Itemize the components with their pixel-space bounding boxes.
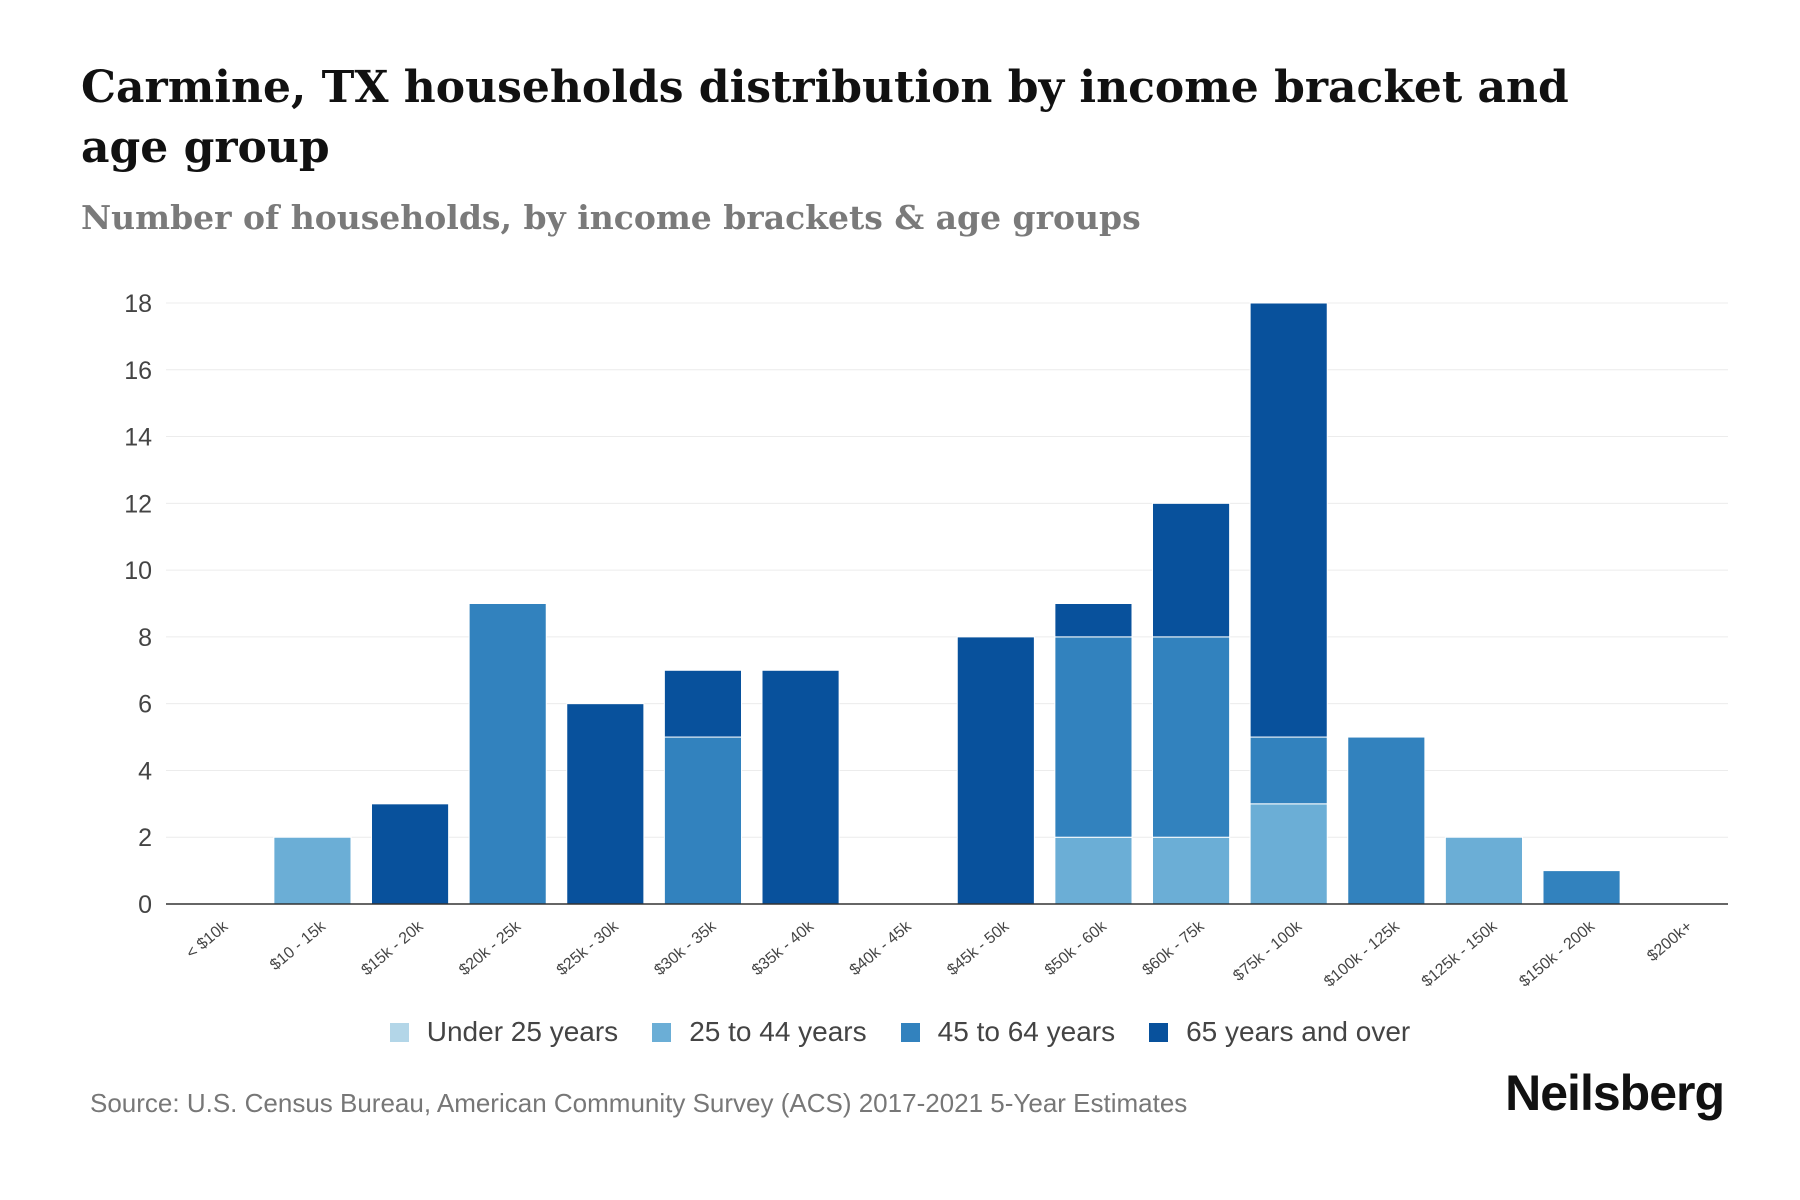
y-tick-label: 12 (124, 490, 152, 518)
legend-swatch-under-25 (389, 1022, 409, 1042)
legend-label-25-to-44: 25 to 44 years (689, 1016, 867, 1047)
legend-swatch-25-to-44 (652, 1022, 672, 1042)
bar-segment[interactable] (1249, 803, 1328, 905)
bar-segment[interactable] (468, 603, 547, 905)
y-tick-label: 16 (124, 357, 152, 385)
y-tick-label: 2 (138, 824, 152, 852)
x-tick-label: $200k+ (1644, 918, 1695, 965)
legend-item-under-25[interactable]: Under 25 years (389, 1016, 619, 1048)
x-tick-label: $35k - 40k (749, 917, 818, 979)
bar-segment[interactable] (1152, 836, 1231, 905)
bar-segment[interactable] (1054, 836, 1133, 905)
bar-segment[interactable] (371, 803, 450, 905)
legend-swatch-45-to-64 (900, 1022, 920, 1042)
bar-segment[interactable] (1249, 302, 1328, 738)
bar-segment[interactable] (1444, 836, 1523, 905)
legend-label-65-and-over: 65 years and over (1186, 1016, 1411, 1047)
bar-segment[interactable] (566, 703, 645, 905)
bar-segment[interactable] (1347, 736, 1426, 905)
y-tick-label: 6 (138, 691, 152, 719)
legend-item-45-to-64[interactable]: 45 to 64 years (900, 1016, 1116, 1048)
bar-segment[interactable] (1249, 736, 1328, 805)
bar-segment[interactable] (761, 669, 840, 905)
legend-item-65-and-over[interactable]: 65 years and over (1149, 1016, 1410, 1048)
x-tick-label: $75k - 100k (1230, 917, 1306, 984)
x-tick-label: $30k - 35k (651, 917, 720, 979)
bar-layer (273, 302, 1621, 905)
y-tick-label: 0 (138, 891, 152, 919)
bar-segment[interactable] (663, 669, 742, 738)
x-tick-label: $40k - 45k (847, 917, 916, 979)
x-tick-label: $150k - 200k (1516, 917, 1599, 990)
y-tick-label: 4 (138, 757, 152, 785)
bar-segment[interactable] (1054, 603, 1133, 638)
x-tick-label: $45k - 50k (944, 917, 1013, 979)
legend-label-45-to-64: 45 to 64 years (937, 1016, 1116, 1047)
bar-segment[interactable] (1542, 870, 1621, 905)
y-tick-label: 8 (138, 624, 152, 652)
x-tick-label: $20k - 25k (456, 917, 525, 979)
legend-label-under-25: Under 25 years (426, 1016, 619, 1047)
x-tick-label: $10 - 15k (267, 917, 330, 974)
y-tick-label: 14 (124, 424, 152, 452)
chart-subtitle: Number of households, by income brackets… (81, 198, 1141, 237)
bar-segment[interactable] (663, 736, 742, 905)
legend: Under 25 years 25 to 44 years 45 to 64 y… (0, 1016, 1800, 1048)
bar-segment[interactable] (1152, 502, 1231, 638)
brand-logo: Neilsberg (1505, 1065, 1725, 1121)
x-tick-label: < $10k (183, 917, 232, 962)
chart-title: Carmine, TX households distribution by i… (81, 62, 1569, 173)
bar-segment[interactable] (1152, 636, 1231, 838)
bar-segment[interactable] (273, 836, 352, 905)
x-tick-label: $125k - 150k (1419, 917, 1502, 990)
grid-layer (166, 302, 1728, 838)
x-tick-label: $50k - 60k (1042, 917, 1111, 979)
x-tick-label: $25k - 30k (554, 917, 623, 979)
source-note: Source: U.S. Census Bureau, American Com… (90, 1088, 1188, 1118)
chart-canvas: 0 2 4 6 8 10 12 14 16 18 < $10k $10 - 15k $15k - 20k… (124, 290, 1728, 991)
x-tick-label: $60k - 75k (1139, 917, 1208, 979)
y-tick-label: 10 (124, 557, 152, 585)
bar-segment[interactable] (1054, 636, 1133, 838)
x-tick-label: $15k - 20k (358, 917, 427, 979)
legend-item-25-to-44[interactable]: 25 to 44 years (652, 1016, 867, 1048)
bar-segment[interactable] (956, 636, 1035, 905)
y-tick-label: 18 (124, 290, 152, 318)
legend-swatch-65-and-over (1149, 1022, 1169, 1042)
x-tick-label: $100k - 125k (1321, 917, 1404, 990)
